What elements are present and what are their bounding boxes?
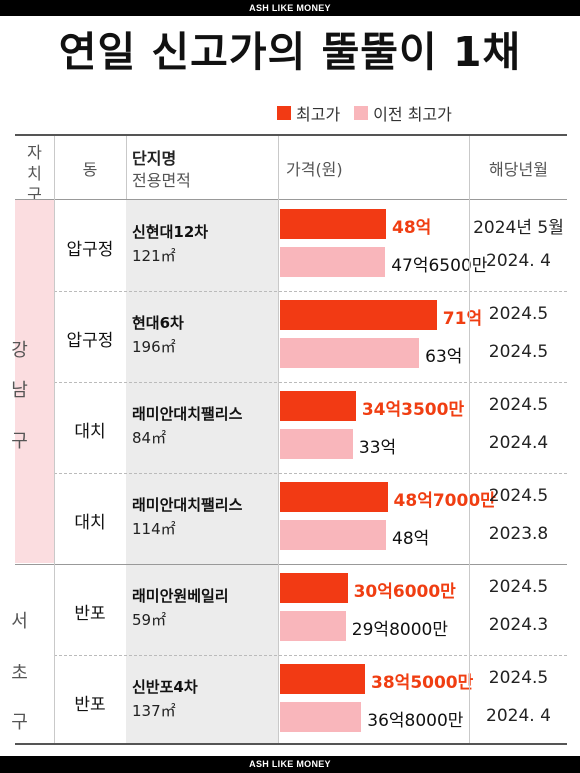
header-dong: 동 [82,160,98,179]
row-divider [15,564,567,565]
row-dong: 반포 [74,604,106,624]
legend-swatch-current [277,106,291,120]
header-price: 가격(원) [286,160,343,179]
column-divider-3 [278,136,279,743]
bar-previous [280,611,346,641]
row-complex-area: 137㎡ [132,702,176,720]
row-current-date: 2024.5 [488,577,549,597]
column-divider-1 [54,136,55,743]
row-dong: 반포 [74,695,106,715]
bar-current-label: 71억 [442,309,483,329]
header-area: 전용면적 [132,171,191,190]
district-char: 남 [11,380,28,401]
header-district-label: 자치구 [27,143,42,204]
row-complex-area: 196㎡ [132,338,176,356]
column-divider-2 [126,136,127,199]
district-band-seocho [15,563,54,743]
bar-current-label: 48억7000만 [393,491,496,511]
bar-previous [280,520,386,550]
bar-previous [280,338,420,368]
district-char: 서 [11,611,28,632]
chart-legend: 최고가 이전 최고가 [277,102,466,124]
row-previous-date: 2024.3 [488,615,549,635]
brand-label: ASH LIKE MONEY [249,3,331,13]
row-dong: 압구정 [66,331,114,351]
header-divider [15,199,567,200]
legend-swatch-previous [354,106,369,120]
brand-label-bottom: ASH LIKE MONEY [249,759,331,769]
table-top-rule [15,134,567,136]
row-previous-date: 2024. 4 [486,706,551,726]
row-complex-area: 84㎡ [132,429,167,447]
row-dong: 압구정 [66,240,114,260]
row-previous-date: 2024. 4 [486,251,551,271]
row-complex-name: 신현대12차 [132,223,209,241]
row-complex-name: 현대6차 [132,314,184,332]
row-complex-name: 래미안대치팰리스 [132,405,243,423]
row-divider [54,655,567,656]
table-bottom-rule [15,743,567,745]
bar-previous-label: 48억 [392,529,430,549]
bar-previous-label: 29억8000만 [351,620,448,640]
bar-current [280,300,437,330]
bar-current-label: 34억3500만 [361,400,465,420]
row-current-date: 2024년 5월 [473,218,564,238]
chart-title: 연일 신고가의 뚤뚤이 1채 [58,28,522,76]
district-band-gangnam [15,200,54,563]
bar-current-label: 30억6000만 [353,582,456,602]
bar-current [280,482,388,512]
row-current-date: 2024.5 [488,395,549,415]
bar-previous-label: 36억8000만 [367,711,464,731]
row-current-date: 2024.5 [488,486,549,506]
district-char: 구 [11,431,28,452]
infographic-panel: 연일 신고가의 뚤뚤이 1채 최고가 이전 최고가 자치구 동 단지명 전용면적… [0,16,580,756]
district-char: 강 [11,340,28,361]
row-complex-area: 59㎡ [132,611,167,629]
row-previous-date: 2023.8 [488,524,549,544]
row-complex-area: 121㎡ [132,247,176,265]
row-complex-name: 래미안원베일리 [132,587,229,605]
bar-current [280,209,386,239]
bar-current-label: 48억 [392,218,432,238]
top-brand-bar: ASH LIKE MONEY [0,0,580,16]
row-current-date: 2024.5 [488,304,549,324]
bar-current [280,573,348,603]
row-previous-date: 2024.5 [488,342,549,362]
row-divider [54,382,567,383]
bar-previous-label: 47억6500만 [391,256,488,276]
header-date: 해당년월 [489,160,548,179]
legend-label-current: 최고가 [296,105,341,124]
column-divider-4 [469,136,470,743]
legend-item-previous: 이전 최고가 [354,101,452,125]
legend-label-previous: 이전 최고가 [373,105,452,124]
bar-current [280,391,356,421]
complex-column-bg [126,200,278,743]
row-dong: 대치 [74,422,106,442]
row-current-date: 2024.5 [488,668,549,688]
legend-item-current: 최고가 [277,101,340,125]
bar-previous [280,429,353,459]
bar-current [280,664,366,694]
header-complex: 단지명 [132,149,177,168]
row-previous-date: 2024.4 [488,433,549,453]
row-complex-name: 신반포4차 [132,678,198,696]
district-char: 구 [11,712,28,733]
header-district: 자치구 [15,142,54,205]
row-divider [54,291,567,292]
bar-previous [280,247,386,277]
district-char: 초 [11,663,28,684]
row-complex-name: 래미안대치팰리스 [132,496,243,514]
bar-previous-label: 33억 [358,438,397,458]
bar-current-label: 38억5000만 [371,673,474,693]
bar-previous [280,702,362,732]
row-divider [54,473,567,474]
bottom-brand-bar: ASH LIKE MONEY [0,756,580,773]
bar-previous-label: 63억 [425,347,463,367]
row-dong: 대치 [74,513,106,533]
row-complex-area: 114㎡ [132,520,176,538]
